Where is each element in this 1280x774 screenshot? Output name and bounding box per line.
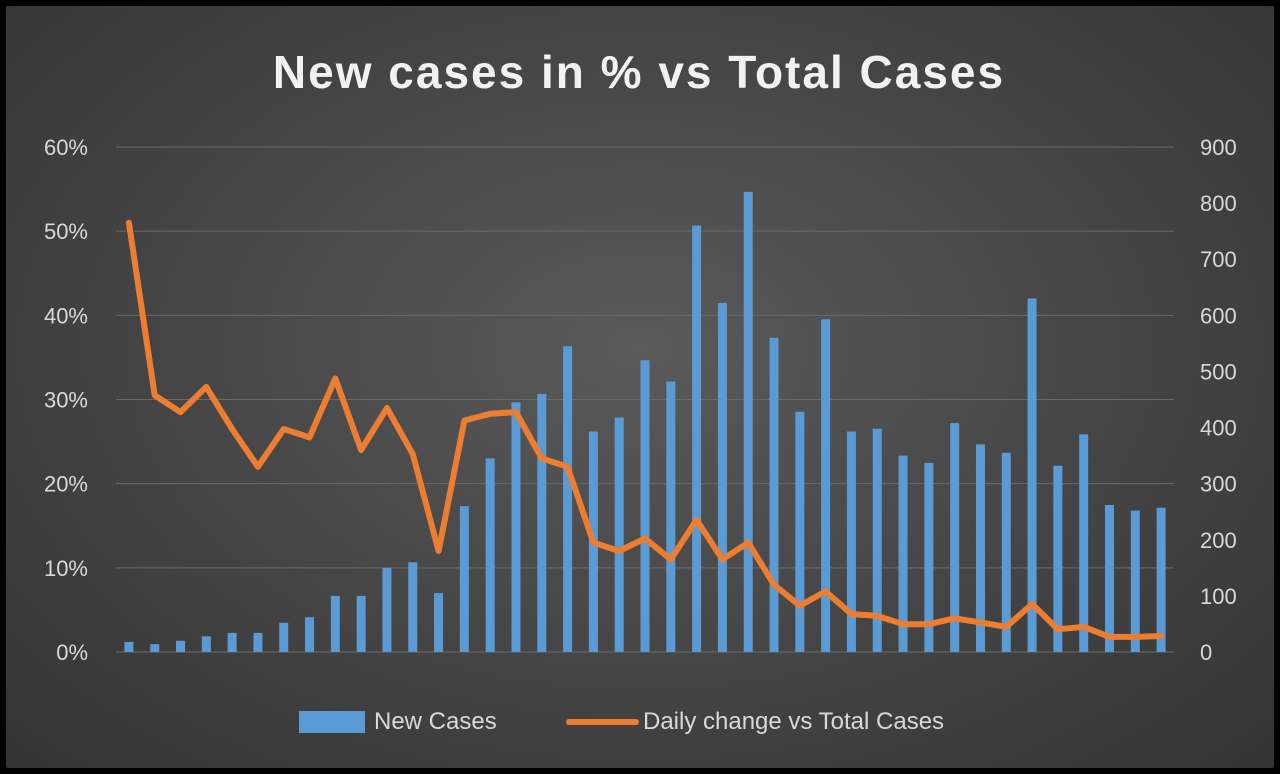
right-tick-label: 400 bbox=[1200, 416, 1237, 441]
left-tick-label: 60% bbox=[44, 135, 88, 160]
bar bbox=[537, 393, 547, 652]
bar bbox=[434, 593, 444, 652]
bar bbox=[924, 462, 934, 652]
left-axis: 0% 10% 20% 30% 40% 50% 60% bbox=[44, 135, 88, 665]
right-tick-label: 800 bbox=[1200, 191, 1237, 216]
bar bbox=[330, 595, 340, 652]
bar bbox=[356, 595, 366, 652]
bar bbox=[795, 411, 805, 652]
bar bbox=[950, 423, 960, 652]
bar bbox=[872, 428, 882, 652]
chart: New cases in % vs Total Cases 0% 10% 20% 30… bbox=[44, 46, 1237, 735]
left-tick-label: 10% bbox=[44, 556, 88, 581]
bar bbox=[201, 636, 211, 652]
bar bbox=[692, 225, 702, 653]
bar bbox=[150, 644, 160, 652]
line-series bbox=[125, 219, 1165, 640]
left-tick-label: 0% bbox=[56, 640, 88, 665]
bar bbox=[821, 319, 831, 652]
bar bbox=[846, 431, 856, 652]
right-tick-label: 200 bbox=[1200, 528, 1237, 553]
left-tick-label: 20% bbox=[44, 472, 88, 497]
bar bbox=[305, 617, 315, 652]
legend-swatch-new-cases bbox=[299, 711, 365, 733]
legend-label-new-cases: New Cases bbox=[374, 708, 497, 735]
right-tick-label: 900 bbox=[1200, 135, 1237, 160]
bar bbox=[717, 302, 727, 652]
bar-series bbox=[124, 191, 1166, 653]
bar bbox=[253, 632, 263, 652]
bar bbox=[614, 417, 624, 652]
right-axis: 0 100 200 300 400 500 600 700 800 900 bbox=[1200, 135, 1237, 665]
bar bbox=[408, 562, 418, 652]
bar bbox=[898, 455, 908, 652]
right-tick-label: 700 bbox=[1200, 247, 1237, 272]
chart-frame: New cases in % vs Total Cases 0% 10% 20% 30… bbox=[6, 6, 1274, 768]
bar bbox=[640, 360, 650, 652]
legend: New Cases Daily change vs Total Cases bbox=[299, 708, 944, 735]
bar bbox=[563, 346, 573, 652]
left-tick-label: 40% bbox=[44, 303, 88, 328]
right-tick-label: 600 bbox=[1200, 303, 1237, 328]
left-tick-label: 50% bbox=[44, 219, 88, 244]
bar bbox=[666, 381, 676, 652]
right-tick-label: 500 bbox=[1200, 359, 1237, 384]
series-line-daily-change bbox=[125, 219, 1165, 640]
bar bbox=[1130, 510, 1140, 652]
right-tick-label: 300 bbox=[1200, 472, 1237, 497]
bar bbox=[1079, 434, 1089, 652]
bar bbox=[1053, 465, 1063, 652]
bar bbox=[485, 458, 495, 652]
bar bbox=[227, 632, 237, 652]
bar bbox=[743, 191, 753, 652]
chart-title: New cases in % vs Total Cases bbox=[273, 46, 1005, 98]
right-tick-label: 100 bbox=[1200, 584, 1237, 609]
bar bbox=[511, 402, 521, 652]
legend-label-daily-change: Daily change vs Total Cases bbox=[643, 708, 944, 735]
bar bbox=[769, 337, 779, 652]
bar bbox=[459, 506, 469, 652]
bar bbox=[382, 567, 392, 652]
left-tick-label: 30% bbox=[44, 388, 88, 413]
bar bbox=[124, 641, 134, 652]
bar bbox=[176, 640, 186, 652]
right-tick-label: 0 bbox=[1200, 640, 1212, 665]
bar bbox=[1104, 504, 1114, 652]
bar bbox=[1027, 298, 1037, 652]
bar bbox=[1001, 452, 1011, 652]
bar bbox=[1156, 507, 1166, 652]
bar bbox=[279, 622, 289, 652]
bar bbox=[975, 444, 985, 652]
